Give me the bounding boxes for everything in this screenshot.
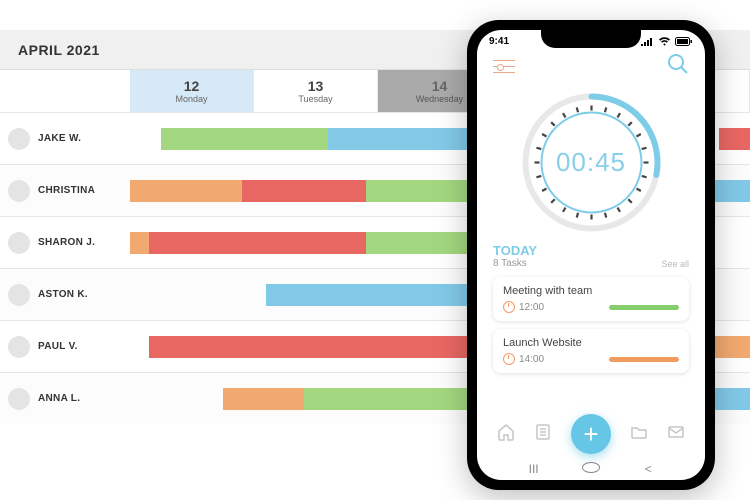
avatar [8, 284, 30, 306]
person-cell[interactable]: PAUL V. [0, 336, 130, 358]
gantt-bar[interactable] [719, 128, 750, 150]
system-nav: III < [477, 462, 705, 476]
timer-ring [519, 90, 664, 235]
avatar [8, 336, 30, 358]
signal-icon [641, 37, 654, 46]
person-name: SHARON J. [38, 237, 95, 248]
phone-screen: 9:41 00:45 TODAY 8 Tasks [477, 30, 705, 480]
task-time: 14:00 [503, 353, 544, 365]
wifi-icon [658, 37, 671, 46]
app-topbar [477, 47, 705, 86]
today-subtitle: 8 Tasks [493, 258, 537, 269]
gantt-bar[interactable] [223, 388, 304, 410]
status-time: 9:41 [489, 36, 509, 47]
task-progress [609, 305, 679, 310]
today-section: TODAY 8 Tasks See all Meeting with team 1… [477, 235, 705, 373]
see-all-link[interactable]: See all [661, 259, 689, 269]
gantt-title: APRIL 2021 [18, 42, 100, 58]
folder-icon[interactable] [630, 423, 648, 446]
person-cell[interactable]: CHRISTINA [0, 180, 130, 202]
timer-widget[interactable]: 00:45 [477, 90, 705, 235]
today-label: TODAY [493, 243, 537, 258]
task-title: Meeting with team [503, 285, 679, 297]
person-name: CHRISTINA [38, 185, 95, 196]
home-button[interactable] [582, 462, 600, 476]
task-title: Launch Website [503, 337, 679, 349]
phone-mockup: 9:41 00:45 TODAY 8 Tasks [467, 20, 715, 490]
day-column[interactable]: 12Monday [130, 70, 254, 112]
gantt-bar[interactable] [130, 180, 242, 202]
recents-button[interactable]: III [525, 462, 543, 476]
list-icon[interactable] [534, 423, 552, 446]
person-cell[interactable]: JAKE W. [0, 128, 130, 150]
day-column[interactable]: 13Tuesday [254, 70, 378, 112]
task-progress [609, 357, 679, 362]
person-name: PAUL V. [38, 341, 78, 352]
back-button[interactable]: < [639, 462, 657, 476]
task-time: 12:00 [503, 301, 544, 313]
battery-icon [675, 37, 693, 46]
avatar [8, 232, 30, 254]
avatar [8, 180, 30, 202]
home-icon[interactable] [497, 423, 515, 446]
avatar [8, 388, 30, 410]
person-cell[interactable]: SHARON J. [0, 232, 130, 254]
clock-icon [503, 301, 515, 313]
bottom-nav: + [477, 414, 705, 454]
person-name: ASTON K. [38, 289, 88, 300]
task-list: Meeting with team 12:00 Launch Website 14:0… [493, 277, 689, 373]
mail-icon[interactable] [667, 423, 685, 446]
gantt-bar[interactable] [130, 232, 149, 254]
task-card[interactable]: Launch Website 14:00 [493, 329, 689, 373]
add-button[interactable]: + [571, 414, 611, 454]
avatar [8, 128, 30, 150]
gantt-bar[interactable] [242, 180, 366, 202]
person-cell[interactable]: ANNA L. [0, 388, 130, 410]
gantt-bar[interactable] [149, 232, 366, 254]
search-icon[interactable] [667, 53, 689, 80]
gantt-bar[interactable] [149, 336, 471, 358]
person-name: ANNA L. [38, 393, 80, 404]
clock-icon [503, 353, 515, 365]
filter-icon[interactable] [493, 59, 515, 75]
status-icons [641, 36, 693, 47]
person-name: JAKE W. [38, 133, 81, 144]
task-card[interactable]: Meeting with team 12:00 [493, 277, 689, 321]
gantt-bar[interactable] [161, 128, 328, 150]
person-cell[interactable]: ASTON K. [0, 284, 130, 306]
phone-notch [541, 30, 641, 48]
